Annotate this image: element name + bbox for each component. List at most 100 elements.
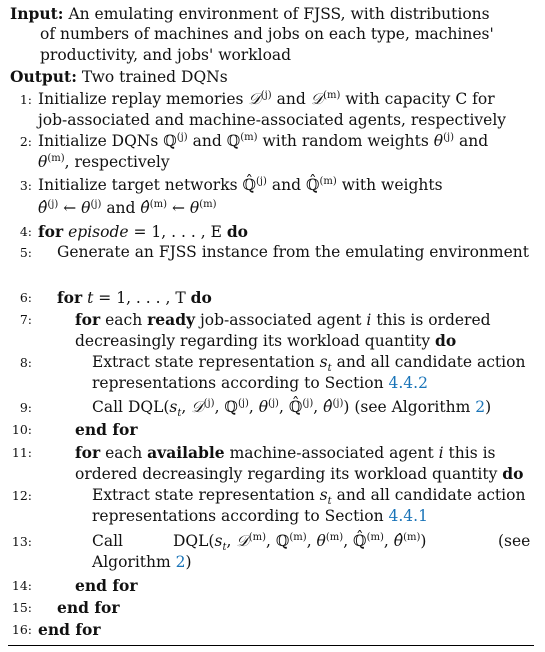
memory-symbol: 𝒟 — [236, 532, 249, 550]
input-text-3: productivity, and jobs' workload — [40, 46, 292, 64]
input-text-2: of numbers of machines and jobs on each … — [40, 25, 494, 43]
step-text: job-associated and machine-associated ag… — [38, 111, 507, 129]
step-text: ) — [485, 398, 492, 416]
input-label: Input: — [10, 4, 64, 23]
step-text: job-associated agent — [200, 311, 362, 329]
keyword: end for — [75, 420, 138, 439]
line-number: 9: — [19, 400, 32, 415]
keyword: ready — [147, 310, 196, 329]
sup: (m) — [366, 531, 384, 543]
step-text: with weights — [341, 176, 443, 194]
line-number: 13: — [11, 534, 32, 549]
theta-symbol: θ — [316, 532, 326, 550]
section-link[interactable]: 4.4.2 — [388, 374, 428, 392]
output-label: Output: — [10, 67, 77, 86]
algorithm-link[interactable]: 2 — [175, 553, 186, 571]
step-text: and — [271, 176, 301, 194]
step-text: DQL( — [173, 532, 215, 550]
theta-symbol: θ — [189, 199, 200, 217]
keyword: for — [75, 443, 101, 462]
step-text: and — [458, 132, 489, 150]
bottom-rule — [8, 645, 534, 646]
episodes-symbol: E — [210, 223, 222, 241]
dqn-symbol: ℚ — [163, 132, 177, 150]
sup: (j) — [256, 175, 267, 187]
sup: (j) — [302, 397, 314, 409]
dqn-symbol: ℚ — [226, 132, 241, 150]
line-number: 7: — [19, 312, 32, 327]
state-symbol: s — [169, 398, 178, 416]
step-text: Call DQL( — [92, 398, 170, 416]
arrow-icon: ← — [171, 199, 185, 217]
sup: (j) — [47, 198, 59, 210]
step-text: Algorithm — [92, 553, 171, 571]
target-symbol: ℚ̂ — [242, 176, 256, 194]
step-text: Call — [92, 532, 124, 550]
sup: (j) — [203, 397, 215, 409]
target-symbol: ℚ̂ — [288, 398, 303, 416]
dqn-symbol: ℚ — [275, 532, 290, 550]
sup: (j) — [260, 89, 272, 101]
step-text: Initialize replay memories — [38, 90, 244, 108]
sup: (m) — [325, 531, 344, 543]
sub: t — [327, 496, 332, 508]
step-text: decreasingly regarding its workload quan… — [75, 332, 431, 350]
line-number: 10: — [11, 422, 32, 437]
step-text: and — [276, 90, 306, 108]
theta-hat-symbol: θ̂ — [140, 199, 150, 217]
theta-symbol: θ — [81, 199, 91, 217]
keyword: for — [38, 222, 64, 241]
step-text: , respectively — [64, 153, 170, 171]
step-text: machine-associated agent — [229, 444, 434, 462]
sup: (j) — [237, 397, 249, 409]
step-text: for — [472, 90, 495, 108]
dqn-symbol: ℚ — [224, 398, 238, 416]
state-symbol: s — [319, 486, 328, 504]
arrow-icon: ← — [63, 199, 77, 217]
target-symbol: ℚ̂ — [305, 176, 320, 194]
memory-symbol: 𝒟 — [310, 90, 324, 108]
line-number: 1: — [19, 92, 32, 107]
target-symbol: ℚ̂ — [353, 532, 367, 550]
sup: (m) — [149, 198, 168, 210]
capacity-symbol: C — [455, 90, 468, 108]
algorithm-link[interactable]: 2 — [475, 398, 486, 416]
step-text: Extract state representation — [92, 486, 315, 504]
t-symbol: t — [87, 289, 94, 307]
section-link[interactable]: 4.4.1 — [388, 507, 428, 525]
sub: t — [177, 408, 182, 420]
step-text: Generate an FJSS instance from the emula… — [57, 243, 529, 261]
sup: (m) — [403, 531, 421, 543]
theta-symbol: θ — [433, 132, 444, 150]
theta-symbol: θ — [38, 153, 48, 171]
keyword: do — [226, 222, 249, 241]
keyword: do — [190, 288, 212, 307]
line-number: 11: — [11, 445, 32, 460]
step-text: ordered decreasingly regarding its workl… — [75, 465, 498, 483]
step-text: and all candidate action — [336, 353, 526, 371]
keyword: end for — [38, 620, 101, 639]
input-text-1: An emulating environment of FJSS, with d… — [68, 5, 490, 23]
step-text: episode — [68, 223, 129, 241]
step-text: and all candidate action — [336, 486, 526, 504]
sup: (m) — [319, 175, 337, 187]
step-text: and — [106, 199, 136, 217]
step-text: (see — [498, 532, 531, 550]
step-text: Initialize target networks — [38, 176, 238, 194]
step-text: this is ordered — [376, 311, 491, 329]
step-text: this is — [448, 444, 496, 462]
memory-symbol: 𝒟 — [248, 90, 261, 108]
keyword: for — [57, 288, 83, 307]
sup: (j) — [176, 131, 188, 143]
sup: (j) — [332, 397, 344, 409]
line-number: 6: — [19, 290, 32, 305]
sup: (j) — [90, 198, 102, 210]
theta-hat-symbol: θ̂ — [393, 532, 404, 550]
line-number: 4: — [19, 224, 32, 239]
line-number: 5: — [19, 245, 32, 260]
state-symbol: s — [214, 532, 223, 550]
step-text: ) — [420, 532, 427, 550]
theta-hat-symbol: θ̂ — [38, 199, 48, 217]
output-text: Two trained DQNs — [81, 68, 228, 86]
